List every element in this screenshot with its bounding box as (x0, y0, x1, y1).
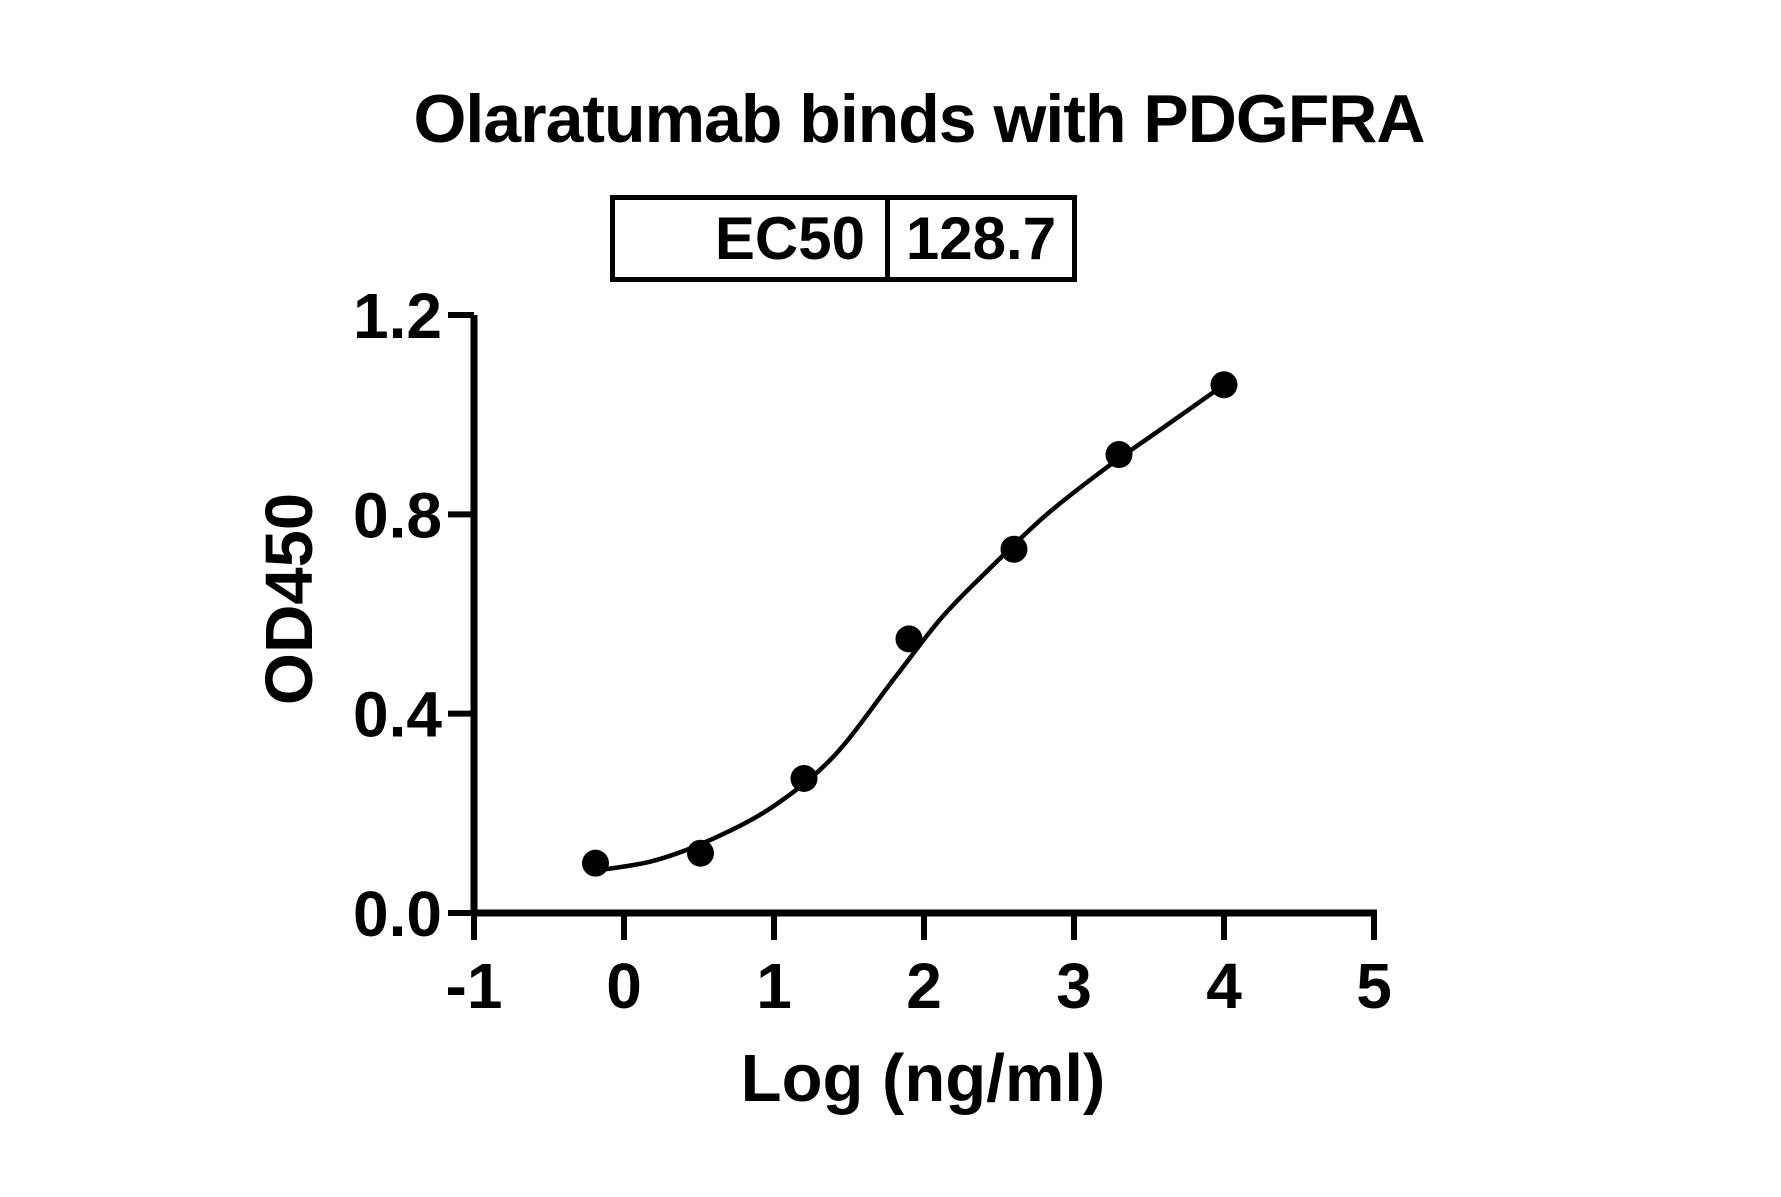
x-tick-label: 0 (606, 950, 642, 1022)
data-point (895, 625, 923, 653)
x-tick-label: 1 (756, 950, 792, 1022)
x-tick-label: 2 (906, 950, 942, 1022)
y-axis-title: OD450 (252, 493, 327, 705)
ec50-value-cell: 128.7 (905, 205, 1057, 272)
y-tick-label: 0.8 (353, 479, 442, 551)
x-tick-label: 5 (1356, 950, 1392, 1022)
data-point (582, 849, 609, 877)
x-tick-label: 4 (1206, 950, 1242, 1022)
chart-title: Olaratumab binds with PDGFRA (413, 81, 1426, 157)
x-tick-label: 3 (1056, 950, 1092, 1022)
data-point (1105, 441, 1133, 469)
data-point (790, 764, 818, 792)
ec50-table: EC50 128.7 (610, 195, 1077, 282)
x-tick-label: -1 (446, 950, 503, 1022)
y-tick-label: 0.0 (353, 878, 442, 950)
data-point (1210, 371, 1238, 399)
x-axis-title: Log (ng/ml) (741, 1041, 1106, 1116)
y-tick-label: 0.4 (353, 679, 442, 751)
ec50-label-cell: EC50 (615, 200, 890, 277)
y-tick-label: 1.2 (353, 280, 442, 352)
data-point (1000, 535, 1028, 563)
data-point (687, 839, 714, 867)
